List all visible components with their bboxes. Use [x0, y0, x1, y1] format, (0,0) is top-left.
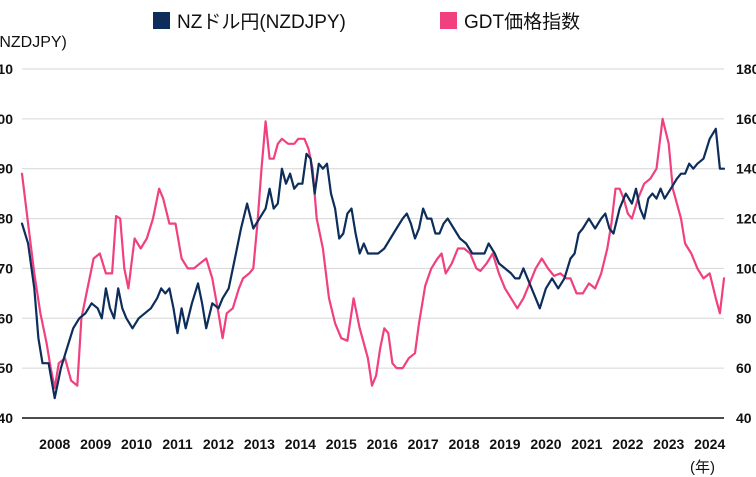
grid-lines [22, 68, 724, 369]
x-tick-label: 2023 [653, 436, 684, 452]
series-line-nzdjpy [20, 127, 726, 400]
left-tick-label: 50 [0, 360, 13, 376]
x-tick-label: 2016 [367, 436, 398, 452]
x-axis-unit: (年) [690, 459, 715, 476]
legend-swatch-nzdjpy [153, 12, 170, 29]
x-tick-label: 2012 [203, 436, 234, 452]
x-tick-label: 2020 [530, 436, 561, 452]
series-lines [20, 117, 726, 400]
right-tick-labels: 40 60 80 100 120 140 160 180 [736, 61, 756, 426]
right-tick-label: 80 [736, 310, 752, 326]
x-tick-label: 2022 [612, 436, 643, 452]
legend-item-nzdjpy: NZドル円(NZDJPY) [153, 7, 346, 34]
right-tick-label: 60 [736, 360, 752, 376]
right-tick-label: 40 [736, 410, 752, 426]
left-axis-title: (NZDJPY) [0, 34, 67, 51]
x-tick-labels: 2008 2009 2010 2011 2012 2013 2014 2015 2016 2017… [39, 436, 725, 452]
left-tick-labels: 40 50 60 70 80 90 100 110 [0, 61, 13, 426]
left-tick-label: 90 [0, 161, 13, 177]
left-tick-label: 70 [0, 260, 13, 276]
right-tick-label: 180 [736, 61, 756, 77]
x-tick-label: 2010 [121, 436, 152, 452]
x-tick-label: 2018 [448, 436, 479, 452]
x-tick-label: 2009 [80, 436, 111, 452]
legend-label-gdt: GDT価格指数 [464, 12, 581, 33]
left-tick-label: 60 [0, 310, 13, 326]
x-tick-label: 2019 [489, 436, 520, 452]
legend: NZドル円(NZDJPY) GDT価格指数 [0, 0, 756, 40]
x-tick-label: 2008 [39, 436, 70, 452]
left-tick-label: 80 [0, 211, 13, 227]
x-tick-label: 2014 [285, 436, 316, 452]
x-tick-label: 2021 [571, 436, 602, 452]
left-tick-label: 40 [0, 410, 13, 426]
legend-label-nzdjpy: NZドル円(NZDJPY) [177, 12, 346, 33]
x-tick-label: 2011 [162, 436, 193, 452]
x-tick-label: 2013 [244, 436, 275, 452]
x-tick-label: 2015 [326, 436, 357, 452]
x-tick-label: 2024 [694, 436, 725, 452]
right-tick-label: 100 [736, 260, 756, 276]
right-tick-label: 140 [736, 161, 756, 177]
legend-swatch-gdt [440, 12, 457, 29]
x-tick-label: 2017 [408, 436, 439, 452]
left-tick-label: 110 [0, 61, 13, 77]
left-tick-label: 100 [0, 111, 13, 127]
right-tick-label: 120 [736, 211, 756, 227]
legend-item-gdt: GDT価格指数 [440, 7, 580, 34]
right-tick-label: 160 [736, 111, 756, 127]
series-line-gdt [20, 117, 726, 390]
